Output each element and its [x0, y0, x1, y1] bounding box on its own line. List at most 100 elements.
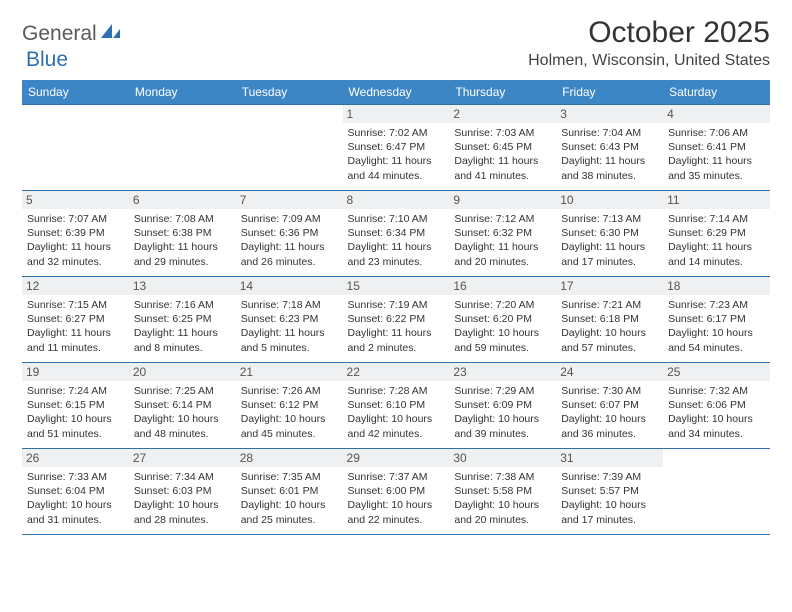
daylight-line: Daylight: 11 hours and 23 minutes.	[348, 240, 445, 268]
day-number: 16	[449, 277, 556, 295]
sunrise-line: Sunrise: 7:25 AM	[134, 384, 231, 398]
sunrise-line: Sunrise: 7:09 AM	[241, 212, 338, 226]
sunset-line: Sunset: 6:47 PM	[348, 140, 445, 154]
day-number: 2	[449, 105, 556, 123]
sunset-line: Sunset: 6:09 PM	[454, 398, 551, 412]
sunset-line: Sunset: 6:07 PM	[561, 398, 658, 412]
calendar-day-cell: 9Sunrise: 7:12 AMSunset: 6:32 PMDaylight…	[449, 191, 556, 277]
sunrise-line: Sunrise: 7:18 AM	[241, 298, 338, 312]
daylight-line: Daylight: 10 hours and 48 minutes.	[134, 412, 231, 440]
calendar-page: General October 2025 Holmen, Wisconsin, …	[0, 0, 792, 551]
calendar-day-cell: 4Sunrise: 7:06 AMSunset: 6:41 PMDaylight…	[663, 105, 770, 191]
sunset-line: Sunset: 6:10 PM	[348, 398, 445, 412]
sunset-line: Sunset: 6:27 PM	[27, 312, 124, 326]
daylight-line: Daylight: 11 hours and 2 minutes.	[348, 326, 445, 354]
calendar-day-cell: 18 Sunrise: 7:23 AMSunset: 6:17 PMDayligh…	[663, 277, 770, 363]
sunrise-line: Sunrise: 7:24 AM	[27, 384, 124, 398]
sunrise-line: Sunrise: 7:29 AM	[454, 384, 551, 398]
day-number: 15	[343, 277, 450, 295]
day-number: 3	[556, 105, 663, 123]
day-number: 11	[663, 191, 770, 209]
day-number: 24	[556, 363, 663, 381]
day-number: 25	[663, 363, 770, 381]
daylight-line: Daylight: 11 hours and 20 minutes.	[454, 240, 551, 268]
sunset-line: Sunset: 6:18 PM	[561, 312, 658, 326]
sun-info: Sunrise: 7:35 AMSunset: 6:01 PMDaylight:…	[240, 469, 339, 527]
sun-info: Sunrise: 7:12 AMSunset: 6:32 PMDaylight:…	[453, 211, 552, 269]
sun-info: Sunrise: 7:25 AMSunset: 6:14 PMDaylight:…	[133, 383, 232, 441]
sunrise-line: Sunrise: 7:32 AM	[668, 384, 765, 398]
calendar-day-cell: 1 Sunrise: 7:02 AMSunset: 6:47 PMDaylight…	[343, 105, 450, 191]
daylight-line: Daylight: 10 hours and 28 minutes.	[134, 498, 231, 526]
weekday-header: Wednesday	[343, 80, 450, 105]
daylight-line: Daylight: 10 hours and 36 minutes.	[561, 412, 658, 440]
sunrise-line: Sunrise: 7:33 AM	[27, 470, 124, 484]
sunrise-line: Sunrise: 7:30 AM	[561, 384, 658, 398]
calendar-day-cell: 7Sunrise: 7:09 AMSunset: 6:36 PMDaylight…	[236, 191, 343, 277]
sunrise-line: Sunrise: 7:07 AM	[27, 212, 124, 226]
daylight-line: Daylight: 11 hours and 11 minutes.	[27, 326, 124, 354]
logo: General	[22, 16, 124, 46]
day-number: 18	[663, 277, 770, 295]
calendar-day-cell: 17Sunrise: 7:21 AMSunset: 6:18 PMDayligh…	[556, 277, 663, 363]
sunrise-line: Sunrise: 7:03 AM	[454, 126, 551, 140]
sunset-line: Sunset: 6:34 PM	[348, 226, 445, 240]
sunrise-line: Sunrise: 7:02 AM	[348, 126, 445, 140]
daylight-line: Daylight: 11 hours and 26 minutes.	[241, 240, 338, 268]
sunrise-line: Sunrise: 7:15 AM	[27, 298, 124, 312]
weekday-header: Tuesday	[236, 80, 343, 105]
day-number: 23	[449, 363, 556, 381]
day-number: 12	[22, 277, 129, 295]
calendar-week-row: 26Sunrise: 7:33 AMSunset: 6:04 PMDayligh…	[22, 449, 770, 535]
day-number: 6	[129, 191, 236, 209]
sun-info: Sunrise: 7:23 AMSunset: 6:17 PMDaylight:…	[667, 297, 766, 355]
calendar-day-cell: 8 Sunrise: 7:10 AMSunset: 6:34 PMDaylight…	[343, 191, 450, 277]
sunrise-line: Sunrise: 7:04 AM	[561, 126, 658, 140]
daylight-line: Daylight: 11 hours and 38 minutes.	[561, 154, 658, 182]
sunset-line: Sunset: 6:00 PM	[348, 484, 445, 498]
calendar-day-cell: 22Sunrise: 7:28 AMSunset: 6:10 PMDayligh…	[343, 363, 450, 449]
sun-info: Sunrise: 7:10 AMSunset: 6:34 PMDaylight:…	[347, 211, 446, 269]
sun-info: Sunrise: 7:15 AMSunset: 6:27 PMDaylight:…	[26, 297, 125, 355]
sunset-line: Sunset: 6:12 PM	[241, 398, 338, 412]
calendar-day-cell: 16Sunrise: 7:20 AMSunset: 6:20 PMDayligh…	[449, 277, 556, 363]
day-number: 5	[22, 191, 129, 209]
sun-info: Sunrise: 7:03 AMSunset: 6:45 PMDaylight:…	[453, 125, 552, 183]
sunrise-line: Sunrise: 7:28 AM	[348, 384, 445, 398]
sunrise-line: Sunrise: 7:21 AM	[561, 298, 658, 312]
sun-info: Sunrise: 7:09 AMSunset: 6:36 PMDaylight:…	[240, 211, 339, 269]
weekday-header: Sunday	[22, 80, 129, 105]
sunset-line: Sunset: 5:57 PM	[561, 484, 658, 498]
day-number: 1	[343, 105, 450, 123]
sun-info: Sunrise: 7:02 AMSunset: 6:47 PMDaylight:…	[347, 125, 446, 183]
day-number: 20	[129, 363, 236, 381]
sunset-line: Sunset: 6:04 PM	[27, 484, 124, 498]
sun-info: Sunrise: 7:07 AMSunset: 6:39 PMDaylight:…	[26, 211, 125, 269]
day-number: 19	[22, 363, 129, 381]
logo-sail-icon	[100, 23, 122, 46]
calendar-day-cell	[663, 449, 770, 535]
title-block: October 2025 Holmen, Wisconsin, United S…	[528, 16, 770, 70]
sunrise-line: Sunrise: 7:12 AM	[454, 212, 551, 226]
day-number: 30	[449, 449, 556, 467]
sunrise-line: Sunrise: 7:08 AM	[134, 212, 231, 226]
day-number: 8	[343, 191, 450, 209]
calendar-day-cell: 14Sunrise: 7:18 AMSunset: 6:23 PMDayligh…	[236, 277, 343, 363]
daylight-line: Daylight: 11 hours and 14 minutes.	[668, 240, 765, 268]
calendar-day-cell	[129, 105, 236, 191]
calendar-day-cell: 25Sunrise: 7:32 AMSunset: 6:06 PMDayligh…	[663, 363, 770, 449]
weekday-header: Monday	[129, 80, 236, 105]
sunset-line: Sunset: 5:58 PM	[454, 484, 551, 498]
day-number-empty	[236, 105, 343, 123]
sun-info: Sunrise: 7:19 AMSunset: 6:22 PMDaylight:…	[347, 297, 446, 355]
sunset-line: Sunset: 6:45 PM	[454, 140, 551, 154]
sunrise-line: Sunrise: 7:34 AM	[134, 470, 231, 484]
calendar-day-cell: 26Sunrise: 7:33 AMSunset: 6:04 PMDayligh…	[22, 449, 129, 535]
day-number: 31	[556, 449, 663, 467]
sunset-line: Sunset: 6:43 PM	[561, 140, 658, 154]
calendar-week-row: 1Sunrise: 7:02 AMSunset: 6:47 PMDaylight…	[22, 105, 770, 191]
sunrise-line: Sunrise: 7:14 AM	[668, 212, 765, 226]
calendar-day-cell: 24 Sunrise: 7:30 AMSunset: 6:07 PMDayligh…	[556, 363, 663, 449]
logo-text-blue: Blue	[26, 48, 68, 71]
daylight-line: Daylight: 10 hours and 42 minutes.	[348, 412, 445, 440]
